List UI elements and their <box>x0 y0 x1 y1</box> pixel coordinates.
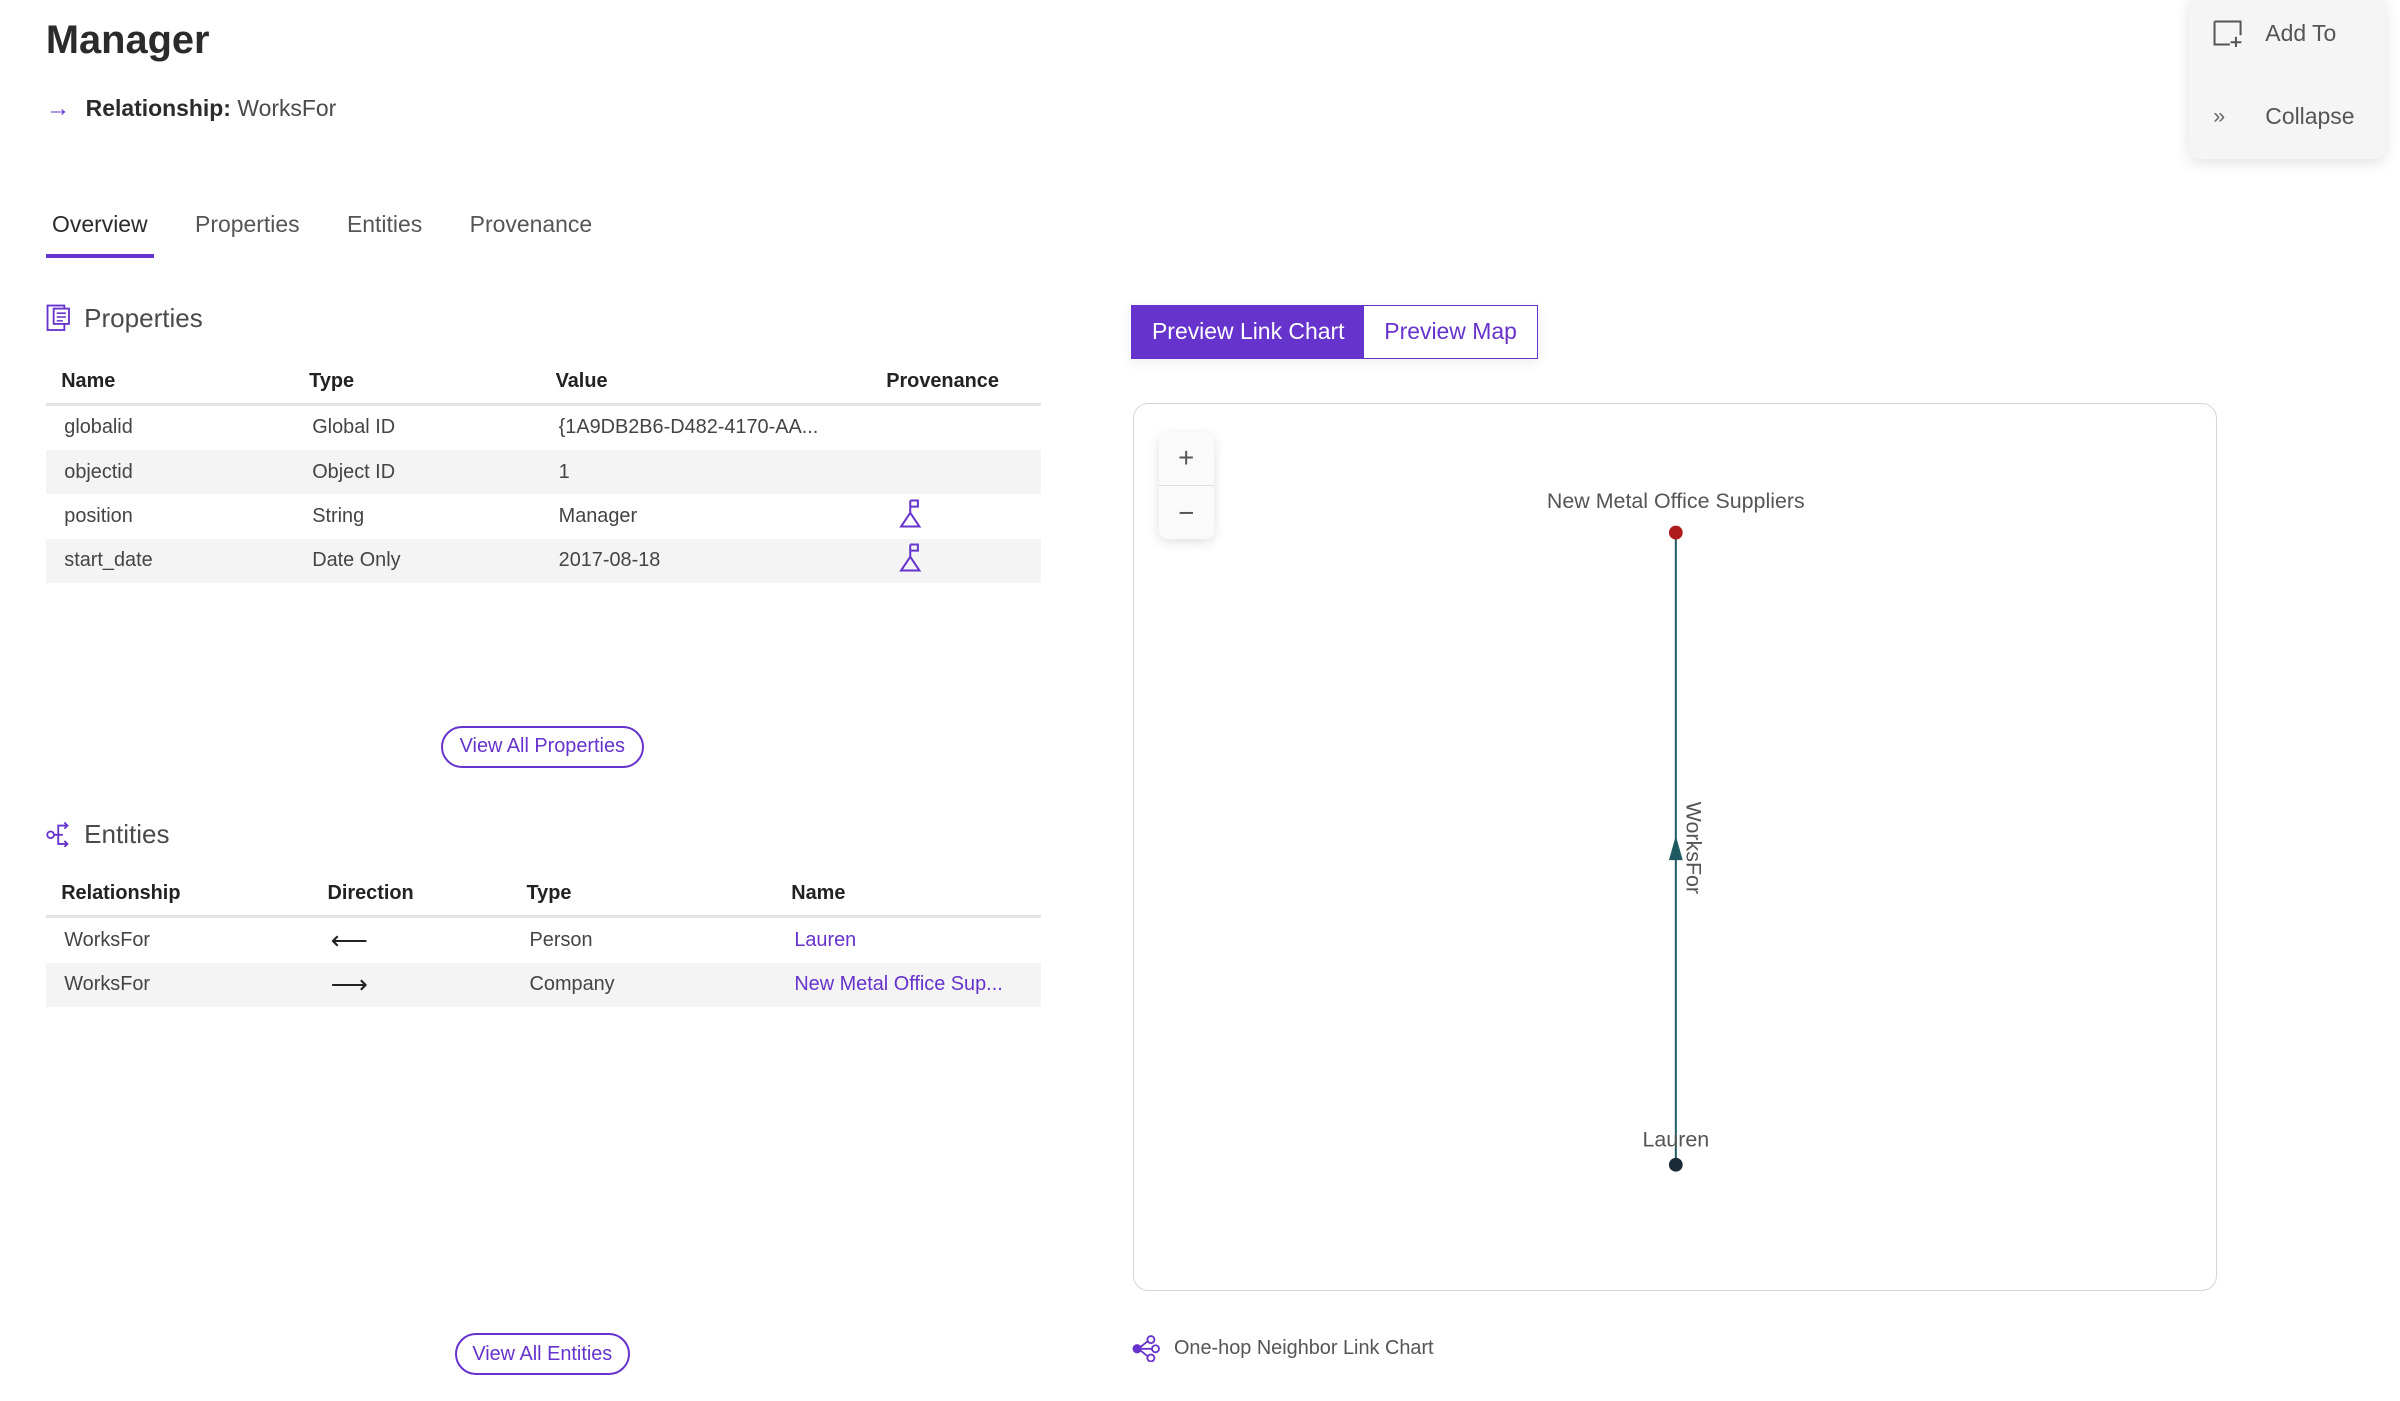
entities-title: Entities <box>84 818 170 849</box>
entities-icon <box>46 822 69 848</box>
entity-name-link[interactable]: New Metal Office Sup... <box>775 962 1041 1008</box>
zoom-controls: + − <box>1158 431 1214 539</box>
edge-label: WorksFor <box>1681 801 1705 893</box>
properties-title: Properties <box>84 303 203 334</box>
property-value: 2017-08-18 <box>540 538 871 584</box>
column-header: Provenance <box>870 359 1041 406</box>
link-chart-svg: New Metal Office Suppliers Lauren WorksF… <box>1547 489 1805 1172</box>
property-name: start_date <box>45 538 294 584</box>
side-panel: Add To » Collapse <box>2188 0 2385 160</box>
properties-table: Name Type Value Provenance globalid Glob… <box>45 359 1041 584</box>
entities-heading: Entities <box>46 818 170 850</box>
table-header: Relationship Direction Type Name <box>45 872 1041 919</box>
node-label-company: New Metal Office Suppliers <box>1547 489 1805 513</box>
property-name: objectid <box>45 449 294 495</box>
column-header: Type <box>293 359 541 406</box>
properties-icon <box>46 304 70 331</box>
link-chart-caption: One-hop Neighbor Link Chart <box>1131 1334 1434 1363</box>
link-chart-caption-text: One-hop Neighbor Link Chart <box>1173 1336 1434 1359</box>
tab-entities[interactable]: Entities <box>347 211 423 238</box>
link-chart-canvas[interactable]: New Metal Office Suppliers Lauren WorksF… <box>1132 402 2217 1291</box>
chevrons-right-icon: » <box>2213 103 2226 128</box>
add-to-icon <box>2213 20 2242 48</box>
table-header: Name Type Value Provenance <box>45 359 1041 406</box>
arrow-right-icon: → <box>45 94 71 122</box>
properties-heading: Properties <box>46 303 203 334</box>
collapse-button[interactable]: » Collapse <box>2213 103 2354 130</box>
add-to-label: Add To <box>2265 20 2337 47</box>
preview-link-chart-button[interactable]: Preview Link Chart <box>1132 305 1365 358</box>
table-row: objectid Object ID 1 <box>45 449 1041 495</box>
tab-properties[interactable]: Properties <box>195 211 300 238</box>
column-header: Direction <box>312 872 512 919</box>
collapse-label: Collapse <box>2265 102 2355 129</box>
property-name: globalid <box>64 416 133 439</box>
link-chart-icon <box>1132 1334 1161 1363</box>
property-value: 1 <box>540 449 871 495</box>
column-header: Value <box>540 359 871 406</box>
tab-bar: Overview Properties Entities Provenance <box>45 208 633 258</box>
view-all-entities-button[interactable]: View All Entities <box>454 1333 630 1376</box>
page-title: Manager <box>45 18 210 63</box>
property-value: {1A9DB2B6-D482-4170-AA... <box>558 416 819 439</box>
table-row: WorksFor ⟵ Person Lauren <box>46 917 1041 963</box>
property-type: Global ID <box>312 416 396 439</box>
relationship-type: → Relationship: WorksFor <box>46 95 336 123</box>
table-row: globalid Global ID {1A9DB2B6-D482-4170-A… <box>46 404 1041 450</box>
column-header: Type <box>511 872 776 919</box>
direction-arrow-icon: ⟵ <box>330 924 368 955</box>
preview-toggle: Preview Link Chart Preview Map <box>1131 304 1538 359</box>
entity-type: Person <box>529 928 593 951</box>
tab-overview[interactable]: Overview <box>45 208 154 258</box>
node-person[interactable] <box>1668 1157 1683 1172</box>
entity-name-link[interactable]: Lauren <box>794 928 857 951</box>
column-header: Name <box>775 872 1041 919</box>
provenance-icon[interactable] <box>898 543 922 572</box>
column-header: Relationship <box>45 872 313 919</box>
zoom-in-button[interactable]: + <box>1158 432 1214 487</box>
add-to-button[interactable]: Add To <box>2213 20 2336 48</box>
entity-relationship: WorksFor <box>45 962 313 1008</box>
property-type: String <box>312 504 365 527</box>
entity-relationship: WorksFor <box>64 928 151 951</box>
view-all-properties-button[interactable]: View All Properties <box>440 725 644 768</box>
relationship-label: Relationship: <box>85 95 231 122</box>
entity-type: Company <box>511 962 776 1008</box>
table-row: start_date Date Only 2017-08-18 <box>45 538 1041 584</box>
property-type: Object ID <box>293 449 541 495</box>
tab-provenance[interactable]: Provenance <box>469 211 593 238</box>
node-company[interactable] <box>1668 525 1683 540</box>
preview-map-button[interactable]: Preview Map <box>1364 305 1537 358</box>
edge-arrow-icon <box>1668 835 1683 860</box>
table-row: position String Manager <box>46 494 1041 538</box>
node-label-person: Lauren <box>1642 1127 1709 1151</box>
zoom-out-button[interactable]: − <box>1178 496 1195 528</box>
property-value: Manager <box>558 504 638 527</box>
property-type: Date Only <box>293 538 541 584</box>
table-row: WorksFor ⟶ Company New Metal Office Sup.… <box>45 962 1041 1008</box>
direction-arrow-icon: ⟶ <box>312 962 512 1008</box>
entities-table: Relationship Direction Type Name WorksFo… <box>45 872 1041 1008</box>
relationship-value: WorksFor <box>237 95 337 122</box>
property-name: position <box>64 504 133 527</box>
column-header: Name <box>45 359 294 406</box>
provenance-icon[interactable] <box>898 499 922 528</box>
